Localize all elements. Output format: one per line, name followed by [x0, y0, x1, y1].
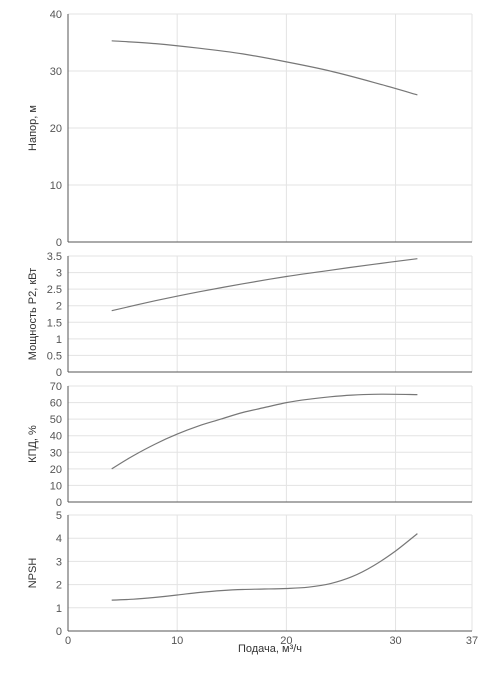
y-tick-label: 0: [56, 237, 62, 249]
x-tick-label: 30: [389, 635, 401, 647]
y-tick-label: 70: [50, 381, 62, 393]
x-tick-label: 10: [171, 635, 183, 647]
y-axis-label-efficiency: КПД, %: [27, 425, 39, 463]
panel-head: 0 10 20 30 40 Напор, м: [27, 9, 473, 249]
y-tick-label: 20: [50, 123, 62, 135]
y-tick-label: 30: [50, 447, 62, 459]
y-tick-label: 2: [56, 580, 62, 592]
y-tick-label: 10: [50, 180, 62, 192]
y-axis-label-npsh: NPSH: [27, 558, 39, 589]
y-tick-label: 3.5: [47, 251, 62, 263]
panel-power: 0 0.5 1 1.5 2 2.5 3 3.5 Мощность P2, кВт: [27, 251, 473, 379]
series-line-head: [111, 40, 418, 96]
y-tick-label: 60: [50, 398, 62, 410]
y-tick-label: 0.5: [47, 350, 62, 362]
x-axis-label: Подача, м³/ч: [238, 643, 302, 655]
y-tick-label: 3: [56, 268, 62, 280]
y-tick-label: 1: [56, 334, 62, 346]
y-axis-label-head: Напор, м: [27, 105, 39, 151]
series-line-efficiency: [111, 393, 418, 470]
y-tick-label: 1: [56, 603, 62, 615]
y-tick-label: 3: [56, 556, 62, 568]
panel-efficiency: 0 10 20 30 40 50 60 70 КПД, %: [27, 381, 473, 509]
y-axis-label-power: Мощность P2, кВт: [27, 268, 39, 360]
panel-npsh: 0 1 2 3 4 5 NPSH: [27, 510, 473, 638]
y-tick-label: 0: [56, 497, 62, 509]
x-tick-label: 0: [65, 635, 71, 647]
y-tick-label: 40: [50, 9, 62, 21]
x-axis: 0 10 20 30 37: [65, 635, 478, 647]
y-tick-label: 4: [56, 533, 62, 545]
y-tick-label: 5: [56, 510, 62, 522]
x-tick-label: 20: [280, 635, 292, 647]
y-tick-label: 20: [50, 464, 62, 476]
series-line-power: [111, 258, 418, 312]
series-line-npsh: [111, 533, 418, 601]
x-tick-label: 37: [466, 635, 478, 647]
y-tick-label: 30: [50, 66, 62, 78]
y-tick-label: 1.5: [47, 317, 62, 329]
y-tick-label: 0: [56, 367, 62, 379]
y-tick-label: 50: [50, 414, 62, 426]
y-tick-label: 10: [50, 480, 62, 492]
y-tick-label: 40: [50, 431, 62, 443]
y-tick-label: 0: [56, 626, 62, 638]
y-tick-label: 2: [56, 301, 62, 313]
y-tick-label: 2.5: [47, 284, 62, 296]
